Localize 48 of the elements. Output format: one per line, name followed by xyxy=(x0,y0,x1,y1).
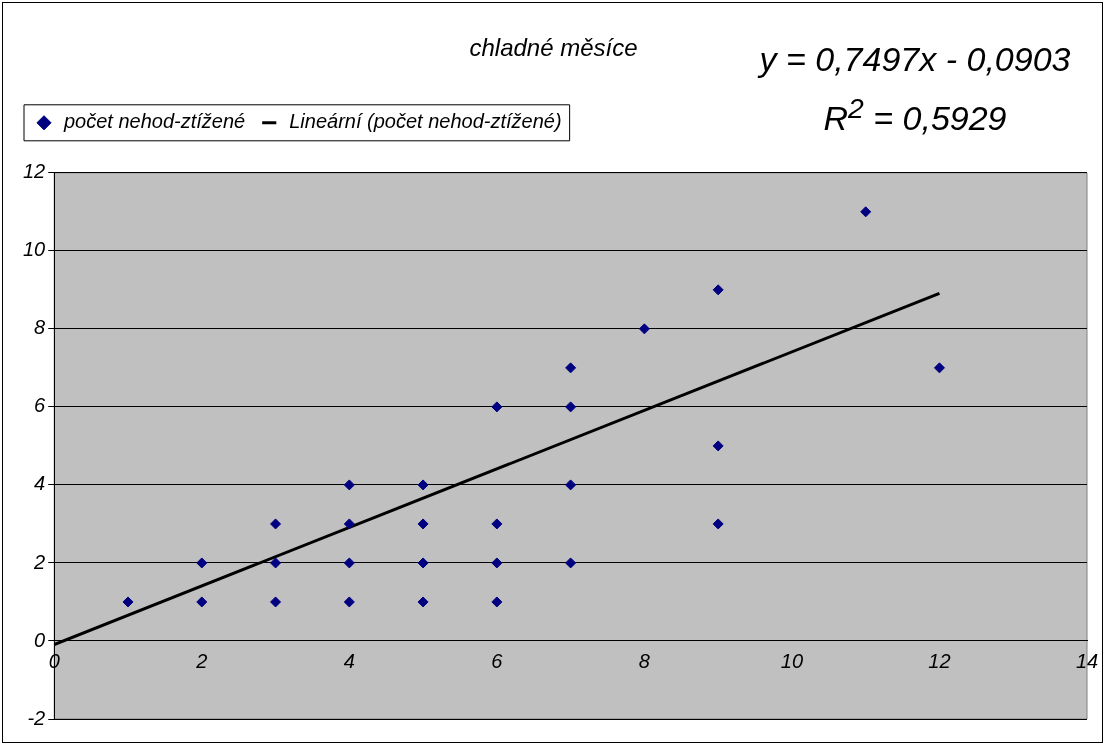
y-tick-label: 6 xyxy=(34,394,47,417)
y-tick-label: 12 xyxy=(23,160,46,183)
y-tick-label: 10 xyxy=(23,238,46,261)
point xyxy=(565,479,577,491)
point xyxy=(343,479,355,491)
x-tick-label: 8 xyxy=(638,649,650,672)
point xyxy=(343,557,355,569)
point xyxy=(343,518,355,530)
x-tick-label: 6 xyxy=(491,649,504,672)
point xyxy=(712,284,724,296)
y-tick-label: 0 xyxy=(34,628,46,651)
point xyxy=(860,206,872,218)
point xyxy=(417,518,429,530)
text: y = 0,7497x - 0,0903 xyxy=(756,40,1072,79)
point xyxy=(343,596,355,608)
point xyxy=(933,362,945,374)
point xyxy=(270,518,282,530)
point xyxy=(196,596,208,608)
point xyxy=(270,596,282,608)
point xyxy=(491,557,503,569)
y-tick-label: 8 xyxy=(34,316,46,339)
point xyxy=(491,518,503,530)
legend-label: počet nehod-ztížené xyxy=(63,110,246,133)
point xyxy=(270,557,282,569)
point xyxy=(565,557,577,569)
x-tick-label: 10 xyxy=(780,649,804,672)
chart-title: chladné měsíce xyxy=(469,34,638,62)
x-tick-label: 4 xyxy=(343,649,355,672)
y-tick-label: 2 xyxy=(33,550,46,573)
y-tick-label: 4 xyxy=(34,472,46,495)
text: R$^{2}$ = 0,5929 xyxy=(822,92,1008,139)
point xyxy=(565,362,577,374)
point xyxy=(712,440,724,452)
point xyxy=(565,401,577,413)
legend-label: Lineární (počet nehod-ztížené) xyxy=(289,110,562,133)
point xyxy=(417,596,429,608)
point xyxy=(417,557,429,569)
point xyxy=(491,401,503,413)
x-tick-label: 12 xyxy=(928,649,951,672)
point xyxy=(417,479,429,491)
point xyxy=(122,596,134,608)
y-tick-label: -2 xyxy=(27,706,46,729)
point xyxy=(491,596,503,608)
point xyxy=(638,323,650,335)
x-tick-label: 14 xyxy=(1075,649,1099,672)
point xyxy=(196,557,208,569)
x-tick-label: 2 xyxy=(195,649,208,672)
point xyxy=(712,518,724,530)
